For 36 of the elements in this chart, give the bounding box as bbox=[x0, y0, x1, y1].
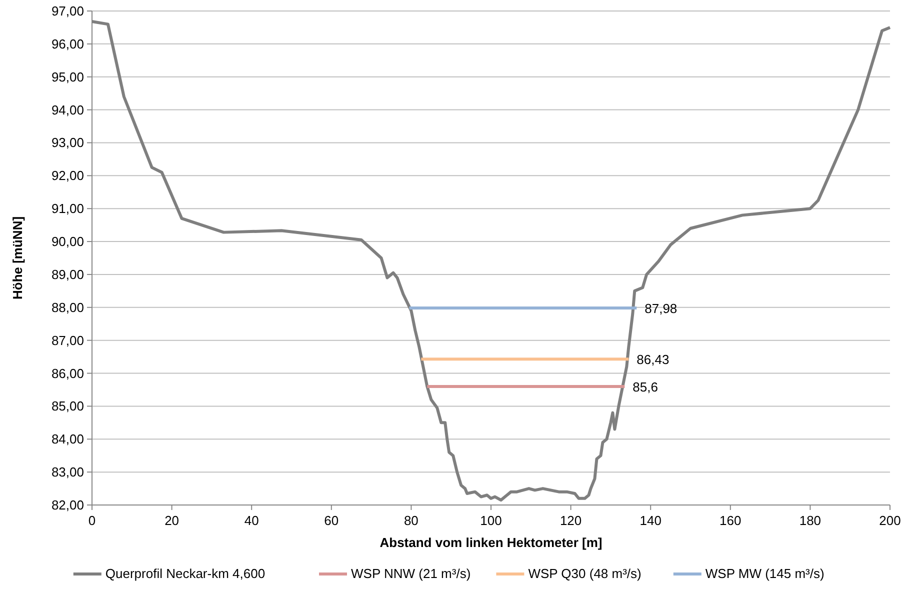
x-tick-label: 40 bbox=[244, 513, 259, 528]
y-tick-label: 87,00 bbox=[51, 332, 84, 348]
y-tick-label: 89,00 bbox=[51, 266, 84, 282]
x-tick-label: 0 bbox=[88, 513, 96, 528]
y-tick-label: 86,00 bbox=[51, 366, 84, 381]
x-tick-label: 140 bbox=[640, 513, 662, 528]
y-tick-label: 92,00 bbox=[51, 168, 84, 184]
y-tick-label: 84,00 bbox=[51, 432, 84, 447]
y-tick-label: 85,00 bbox=[51, 398, 84, 414]
data-label: 87,98 bbox=[644, 301, 678, 316]
x-tick-label: 80 bbox=[404, 513, 418, 528]
y-tick-label: 82,00 bbox=[51, 498, 84, 512]
x-axis-title: Abstand vom linken Hektometer [m] bbox=[380, 535, 602, 550]
y-tick-label: 88,00 bbox=[51, 300, 84, 315]
y-tick-label: 95,00 bbox=[51, 69, 84, 84]
y-axis-title: Höhe [müNN] bbox=[10, 216, 25, 300]
data-label: 86,43 bbox=[636, 352, 670, 368]
x-tick-label: 60 bbox=[324, 513, 339, 528]
data-label: 85,6 bbox=[632, 379, 658, 394]
x-tick-label: 160 bbox=[720, 513, 742, 528]
y-tick-label: 90,00 bbox=[51, 234, 84, 250]
x-tick-label: 180 bbox=[799, 513, 822, 528]
y-tick-label: 91,00 bbox=[51, 201, 84, 216]
y-tick-label: 93,00 bbox=[51, 135, 84, 150]
x-tick-label: 100 bbox=[480, 513, 502, 528]
y-tick-label: 94,00 bbox=[51, 102, 84, 118]
legend-label: WSP MW (145 m³/s) bbox=[705, 566, 824, 581]
x-tick-label: 200 bbox=[879, 513, 901, 528]
legend-label: WSP Q30 (48 m³/s) bbox=[528, 566, 642, 581]
x-tick-label: 120 bbox=[560, 513, 582, 528]
legend-label: Querprofil Neckar-km 4,600 bbox=[105, 566, 266, 581]
y-tick-label: 96,00 bbox=[51, 36, 84, 52]
x-tick-label: 20 bbox=[164, 513, 180, 528]
y-tick-label: 83,00 bbox=[51, 464, 84, 480]
legend-label: WSP NNW (21 m³/s) bbox=[351, 566, 471, 581]
y-tick-label: 97,00 bbox=[51, 4, 84, 18]
